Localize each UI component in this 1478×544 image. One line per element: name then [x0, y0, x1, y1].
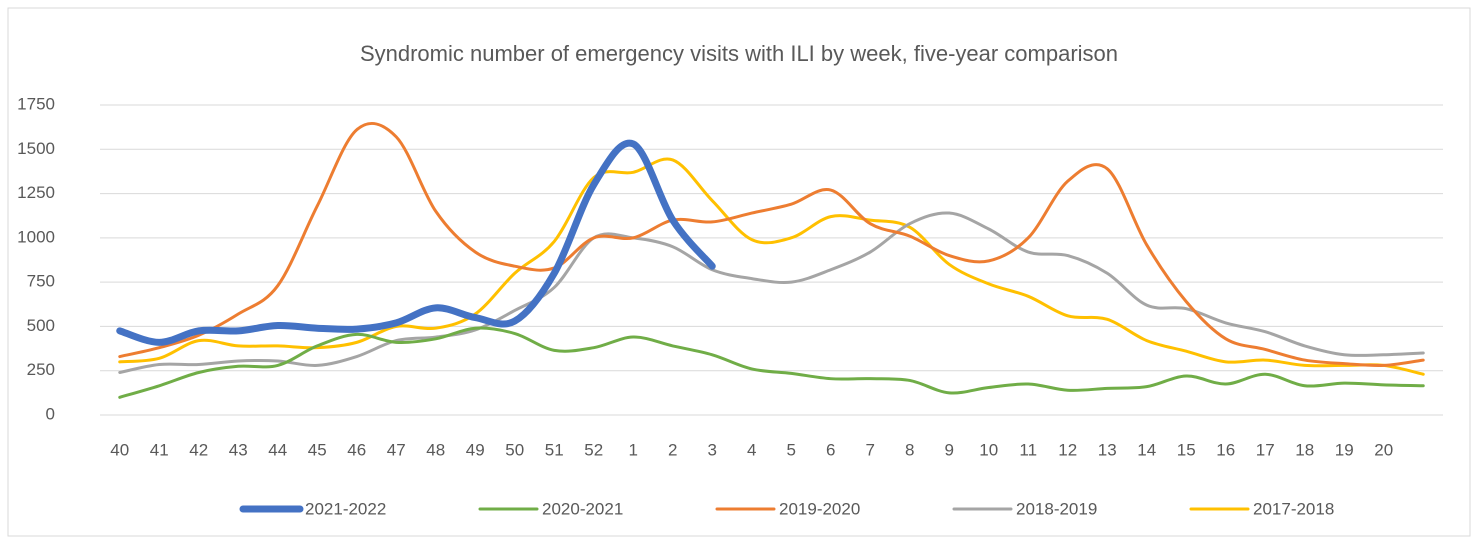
x-tick-label: 1 [629, 440, 638, 459]
series-line [118, 157, 1425, 376]
y-tick-label: 1250 [17, 183, 55, 202]
x-tick-label: 43 [229, 440, 248, 459]
x-tick-label: 18 [1295, 440, 1314, 459]
y-tick-label: 1750 [17, 94, 55, 113]
y-tick-label: 500 [27, 316, 55, 335]
x-tick-label: 41 [150, 440, 169, 459]
x-tick-label: 48 [426, 440, 445, 459]
chart-frame [7, 7, 1471, 537]
x-tick-label: 16 [1216, 440, 1235, 459]
x-tick-label: 13 [1098, 440, 1117, 459]
x-tick-label: 3 [708, 440, 717, 459]
y-tick-label: 0 [46, 404, 55, 423]
legend-label: 2017-2018 [1253, 499, 1334, 518]
x-tick-label: 50 [505, 440, 524, 459]
series-line [118, 211, 1425, 374]
x-tick-label: 42 [189, 440, 208, 459]
x-tick-label: 52 [584, 440, 603, 459]
x-tick-label: 5 [787, 440, 796, 459]
x-tick-label: 7 [866, 440, 875, 459]
x-tick-label: 10 [979, 440, 998, 459]
series-line [118, 326, 1425, 399]
x-tick-label: 51 [545, 440, 564, 459]
legend-label: 2021-2022 [305, 499, 386, 518]
legend-label: 2019-2020 [779, 499, 860, 518]
y-tick-label: 1500 [17, 139, 55, 158]
x-tick-label: 49 [466, 440, 485, 459]
x-tick-label: 20 [1374, 440, 1393, 459]
x-tick-label: 4 [747, 440, 756, 459]
legend-label: 2020-2021 [542, 499, 623, 518]
x-tick-label: 17 [1256, 440, 1275, 459]
y-tick-label: 1000 [17, 227, 55, 246]
x-tick-label: 15 [1177, 440, 1196, 459]
x-tick-label: 19 [1335, 440, 1354, 459]
x-tick-label: 9 [945, 440, 954, 459]
x-tick-label: 44 [268, 440, 287, 459]
x-tick-label: 6 [826, 440, 835, 459]
series-line [116, 139, 716, 346]
x-tick-label: 11 [1019, 440, 1037, 459]
x-tick-label: 12 [1058, 440, 1077, 459]
x-tick-label: 2 [668, 440, 677, 459]
x-tick-label: 8 [905, 440, 914, 459]
x-tick-label: 47 [387, 440, 406, 459]
series-line [118, 121, 1425, 368]
x-tick-label: 14 [1137, 440, 1156, 459]
y-tick-label: 250 [27, 360, 55, 379]
x-tick-label: 46 [347, 440, 366, 459]
x-tick-label: 45 [308, 440, 327, 459]
y-tick-label: 750 [27, 272, 55, 291]
legend-label: 2018-2019 [1016, 499, 1097, 518]
chart-title: Syndromic number of emergency visits wit… [360, 41, 1118, 66]
x-tick-label: 40 [110, 440, 129, 459]
